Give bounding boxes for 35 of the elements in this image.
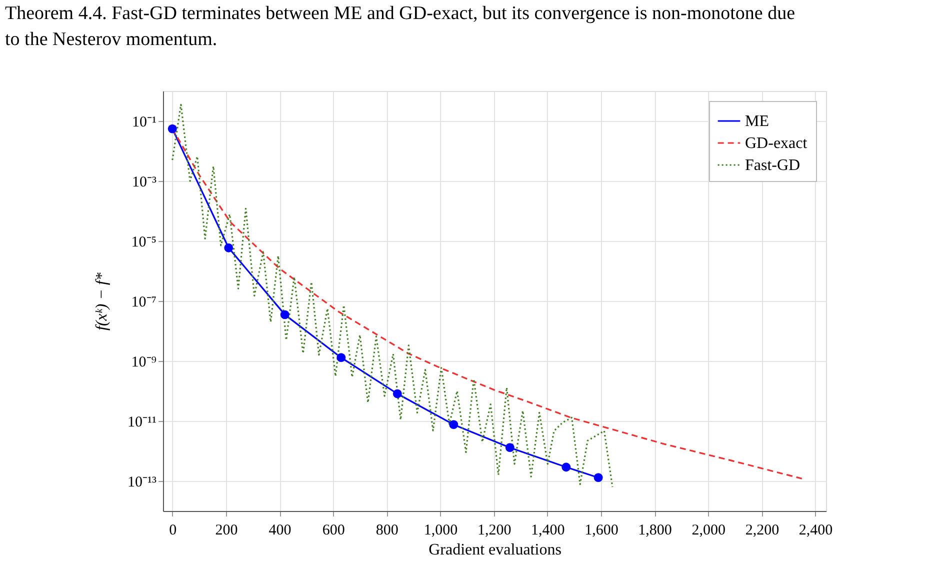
x-tick-label: 2,000 bbox=[692, 522, 726, 538]
point bbox=[594, 473, 603, 482]
point bbox=[280, 310, 290, 320]
x-tick-label: 1,400 bbox=[531, 522, 565, 538]
x-tick-label: 0 bbox=[169, 522, 177, 538]
y-tick-label: 10⁻⁹ bbox=[131, 354, 156, 370]
x-tick-label: 2,400 bbox=[798, 522, 833, 538]
x-tick-label: 600 bbox=[322, 522, 345, 538]
point bbox=[505, 443, 514, 452]
x-tick-label: 1,800 bbox=[638, 522, 672, 538]
x-tick-label: 400 bbox=[268, 522, 292, 538]
point bbox=[168, 124, 177, 134]
point bbox=[392, 389, 402, 398]
x-tick-label: 200 bbox=[215, 522, 238, 538]
x-tick-label: 800 bbox=[376, 522, 398, 538]
y-tick-label: 10⁻⁵ bbox=[131, 234, 156, 250]
x-tick-label: 1,000 bbox=[424, 522, 458, 538]
chart-title: Theorem 4.4. Fast-GD terminates between ME and GD-exact, but its convergence is non-monotone due to the Nesterov momentum. bbox=[5, 3, 796, 50]
point bbox=[336, 353, 346, 362]
x-axis-title: Gradient evaluations bbox=[428, 542, 562, 558]
x-tick-label: 2,200 bbox=[745, 522, 780, 538]
point bbox=[224, 243, 234, 252]
legend-label: GD-exact bbox=[745, 135, 808, 152]
point bbox=[562, 462, 571, 472]
y-tick-label: 10⁻¹³ bbox=[128, 474, 157, 490]
y-tick-label: 10⁻¹¹ bbox=[128, 414, 156, 430]
y-tick-label: 10⁻³ bbox=[132, 174, 157, 190]
point bbox=[449, 420, 458, 430]
y-axis-title: f(xᵏ) − f* bbox=[94, 272, 111, 330]
legend-label: Fast-GD bbox=[745, 157, 800, 174]
y-tick-label: 10⁻¹ bbox=[132, 114, 156, 130]
x-tick-label: 1,200 bbox=[477, 522, 512, 538]
legend-label: ME bbox=[745, 113, 769, 130]
x-tick-label: 1,600 bbox=[584, 522, 618, 538]
y-tick-label: 10⁻⁷ bbox=[131, 294, 156, 310]
